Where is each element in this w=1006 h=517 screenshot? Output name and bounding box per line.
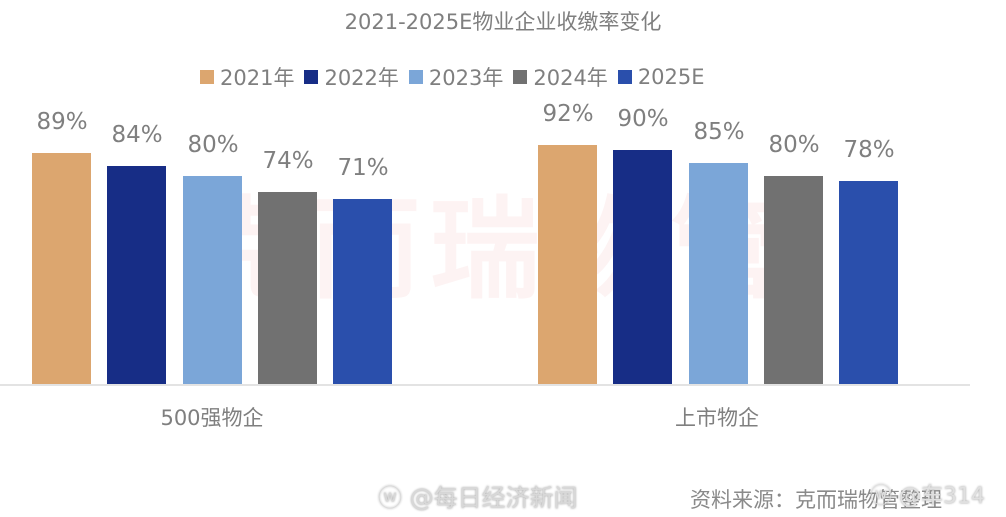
legend-label: 2021年 xyxy=(220,66,295,90)
legend-swatch-2023 xyxy=(408,70,423,84)
legend-label: 2023年 xyxy=(428,66,504,90)
data-label: 80% xyxy=(187,132,239,158)
overlay-watermark: ⓦ @车314 xyxy=(870,478,985,510)
weibo-handle: @每日经济新闻 xyxy=(409,484,578,512)
legend-swatch-2021 xyxy=(200,70,214,84)
chart-title: 2021-2025E物业企业收缴率变化 xyxy=(344,10,662,34)
weibo-icon: ⓦ xyxy=(378,484,402,512)
bar-2025E-500强物企 xyxy=(333,199,392,384)
legend-label: 2024年 xyxy=(533,66,608,90)
data-label: 78% xyxy=(843,137,895,163)
data-label: 74% xyxy=(262,148,314,174)
data-label: 80% xyxy=(768,132,820,158)
overlay-handle: @车314 xyxy=(899,484,986,509)
bar-2024年-上市物企 xyxy=(764,176,823,384)
legend-item-2024: 2024年 xyxy=(513,62,608,92)
bar-2022年-500强物企 xyxy=(107,166,166,384)
bar-2022年-上市物企 xyxy=(613,150,672,384)
legend-swatch-2024 xyxy=(513,70,528,84)
weibo-icon: ⓦ xyxy=(870,484,893,509)
bar-2023年-500强物企 xyxy=(183,176,242,384)
weibo-watermark: ⓦ @每日经济新闻 xyxy=(378,478,578,513)
data-label: 85% xyxy=(693,119,745,145)
legend-item-2021: 2021年 xyxy=(200,62,294,92)
legend-item-2025e: 2025E xyxy=(617,65,705,89)
chart-legend: 2021年 2022年 2023年 2024年 2025E xyxy=(200,62,705,92)
category-label-top500: 500强物企 xyxy=(160,406,264,430)
bar-2021年-上市物企 xyxy=(538,145,597,384)
data-label: 84% xyxy=(111,122,163,148)
legend-label: 2022年 xyxy=(324,66,399,90)
legend-swatch-2025e xyxy=(617,70,632,84)
bar-2023年-上市物企 xyxy=(689,163,748,384)
bar-2025E-上市物企 xyxy=(839,181,898,384)
data-label: 92% xyxy=(542,101,594,127)
data-label: 90% xyxy=(617,106,669,132)
source-note: 资料来源：克而瑞物管整理 xyxy=(690,488,942,512)
bar-2021年-500强物企 xyxy=(32,153,91,384)
category-label-listed: 上市物企 xyxy=(675,406,759,430)
x-axis-line xyxy=(0,384,970,386)
legend-item-2023: 2023年 xyxy=(408,62,504,92)
legend-swatch-2022 xyxy=(304,70,319,84)
data-label: 89% xyxy=(36,109,88,135)
legend-item-2022: 2022年 xyxy=(304,62,399,92)
bar-2024年-500强物企 xyxy=(258,192,317,384)
data-label: 71% xyxy=(337,155,389,181)
legend-label: 2025E xyxy=(637,65,705,89)
